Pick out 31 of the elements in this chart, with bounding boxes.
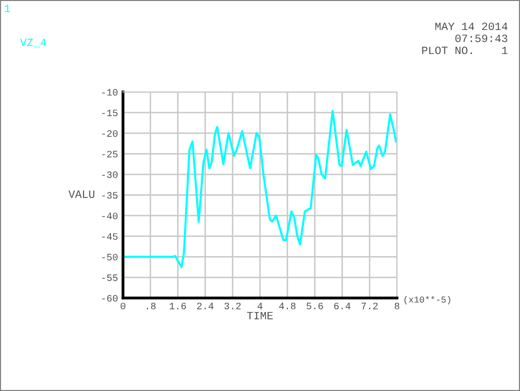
y-tick-label: -55 bbox=[102, 274, 118, 282]
x-axis-title: TIME bbox=[247, 312, 273, 320]
y-tick-label: -30 bbox=[102, 171, 118, 178]
y-tick-label: -45 bbox=[102, 233, 118, 240]
text: 1 bbox=[4, 4, 10, 12]
x-tick-label: 0 bbox=[120, 302, 126, 310]
x-tick-label: .8 bbox=[146, 302, 156, 310]
y-tick-label: -25 bbox=[102, 150, 118, 158]
y-tick-label: -15 bbox=[102, 110, 118, 116]
text: PLOT NO. 1 bbox=[422, 46, 508, 54]
y-tick-label: -20 bbox=[102, 130, 118, 137]
x-tick-label: 7.2 bbox=[362, 302, 378, 310]
x-tick-label: 2.4 bbox=[197, 302, 214, 310]
x-tick-label: 8 bbox=[394, 302, 400, 310]
y-tick-label: -50 bbox=[102, 254, 118, 260]
y-tick-label: -60 bbox=[102, 295, 118, 302]
x-tick-label: 5.6 bbox=[306, 302, 323, 310]
y-axis-title: VALU bbox=[68, 190, 94, 198]
text: (x10**-5) bbox=[404, 296, 450, 304]
x-tick-label: 4.8 bbox=[279, 302, 296, 310]
line-series bbox=[123, 110, 397, 268]
y-tick-label: -40 bbox=[102, 212, 118, 220]
x-tick-label: 4 bbox=[258, 302, 262, 310]
y-tick-label: -10 bbox=[102, 89, 118, 96]
y-tick-label: -35 bbox=[102, 192, 118, 199]
x-tick-label: 6.4 bbox=[334, 302, 350, 310]
text: MAY 14 2014 bbox=[435, 22, 508, 30]
x-tick-label: 3.2 bbox=[224, 302, 241, 310]
text: VZ_4 bbox=[20, 38, 46, 48]
x-tick-label: 1.6 bbox=[170, 302, 186, 310]
text: 07:59:43 bbox=[455, 34, 508, 42]
